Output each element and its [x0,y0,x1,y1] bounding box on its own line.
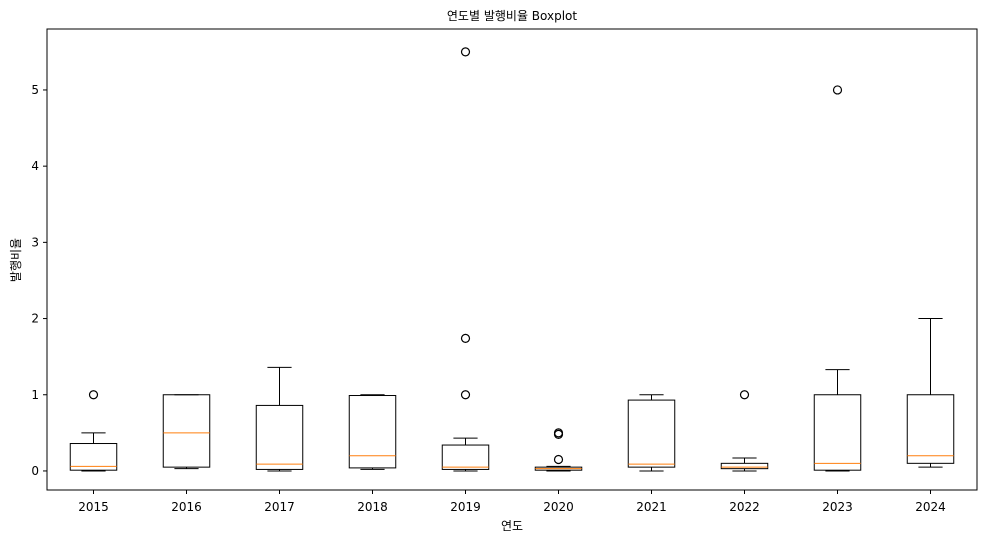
outlier-point [553,454,564,465]
box-2022 [720,390,769,472]
x-tick-label: 2021 [636,500,667,514]
x-tick-label: 2022 [729,500,760,514]
plot-area [46,28,978,491]
y-tick-label: 3 [31,235,39,249]
x-axis-title: 연도 [501,519,523,533]
box-2016 [162,394,211,470]
outlier-point [460,47,471,57]
x-tick-label: 2023 [822,500,853,514]
x-tick-label: 2018 [357,500,388,514]
x-tick-label: 2020 [543,500,574,514]
box-iqr [813,394,862,471]
box-iqr [906,394,955,464]
y-tick-label: 1 [31,388,39,402]
box-iqr [69,443,118,471]
y-tick-label: 5 [31,83,39,97]
box-2023 [813,85,862,472]
x-tick-label: 2024 [915,500,946,514]
box-2018 [348,394,397,470]
box-2024 [906,318,955,468]
x-axis: 2015 2016 2017 2018 2019 2020 2021 2022 2023 2024 [78,490,946,514]
x-tick-label: 2017 [264,500,295,514]
boxes [69,47,955,472]
outlier-point [460,333,471,343]
y-tick-label: 4 [31,159,39,173]
box-2021 [627,394,676,472]
y-tick-label: 0 [31,464,39,478]
box-iqr [441,444,490,470]
box-2020 [534,428,583,472]
box-iqr [627,399,676,468]
y-axis: 0 1 2 3 4 5 [31,83,47,478]
outlier-point [832,85,843,95]
outlier-point [553,428,564,438]
box-2017 [255,366,304,472]
chart-title: 연도별 발행비율 Boxplot [447,8,578,23]
box-iqr [162,394,211,468]
y-tick-label: 2 [31,312,39,326]
outlier-point [460,390,471,400]
box-iqr [255,404,304,470]
outlier-point [88,390,99,400]
box-iqr [348,395,397,469]
x-tick-label: 2015 [78,500,109,514]
x-tick-label: 2019 [450,500,481,514]
outlier-point [739,390,750,400]
box-iqr [720,462,769,470]
box-2019 [441,47,490,472]
x-tick-label: 2016 [171,500,202,514]
y-axis-title: 발행비율 [8,238,23,282]
box-2015 [69,390,118,472]
